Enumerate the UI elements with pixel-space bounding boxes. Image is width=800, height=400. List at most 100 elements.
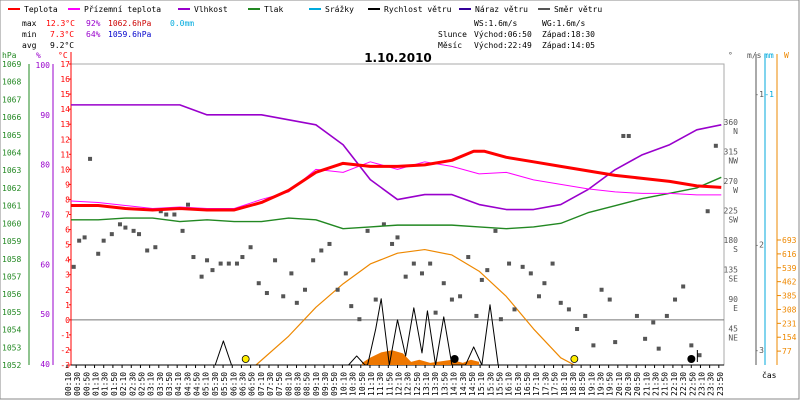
x-tick-label: 19:50 — [606, 372, 615, 396]
percent-tick-label: 50 — [40, 310, 50, 319]
wind-dir-point — [172, 212, 177, 217]
wind-speed-line — [71, 298, 722, 366]
x-tick-label: 13:50 — [440, 372, 449, 396]
hpa-tick-label: 1058 — [2, 255, 21, 264]
celsius-tick-label: 16 — [60, 75, 70, 84]
stats-block: max 12.3°C 92% 1062.6hPa 0.0mm min 7.3°C… — [22, 19, 194, 50]
legend-label: Náraz větru — [475, 5, 528, 14]
x-tick-label: 21:30 — [652, 372, 661, 396]
ms-tick-label: -1 — [754, 90, 764, 99]
mm-axis-title: mm — [764, 51, 774, 60]
wind-dir-point — [507, 261, 512, 266]
wind-gust-info: WG:1.6m/s — [542, 19, 586, 28]
axes: hPa% °C1052105310541055105610571058105910… — [2, 51, 797, 396]
x-tick-label: 00:30 — [73, 372, 82, 396]
celsius-tick-label: 8 — [65, 195, 70, 204]
wind-dir-point — [626, 133, 631, 138]
wind-dir-point — [411, 261, 416, 266]
wind-dir-point — [528, 271, 533, 276]
moonset-marker — [450, 355, 459, 363]
celsius-tick-label: 6 — [65, 226, 70, 235]
hpa-tick-label: 1055 — [2, 308, 21, 317]
wind-dir-point — [493, 228, 498, 233]
watts-tick-label: 616 — [782, 250, 797, 259]
wind-dir-point — [302, 287, 307, 292]
chart-title: 1.10.2010 — [364, 51, 432, 65]
stats-max-label: max — [22, 19, 37, 28]
x-tick-label: 09:30 — [321, 372, 330, 396]
sunrise-time: Východ:06:50 — [474, 30, 532, 39]
x-tick-label: 21:50 — [661, 372, 670, 396]
wind-dir-point — [403, 274, 408, 279]
moonrise-time: Východ:22:49 — [474, 41, 532, 50]
wind-dir-point — [343, 271, 348, 276]
wind-dir-point — [335, 287, 340, 292]
wind-sun-moon-info: WS:1.6m/s WG:1.6m/s Slunce Východ:06:50 … — [438, 19, 595, 50]
wind-dir-point — [199, 274, 204, 279]
x-tick-label: 02:30 — [128, 372, 137, 396]
wind-dir-point — [634, 313, 639, 318]
watts-tick-label: 77 — [782, 347, 792, 356]
wind-dir-tick-deg: 315 — [724, 148, 739, 157]
celsius-tick-label: -1 — [60, 331, 70, 340]
wind-dir-point — [713, 143, 718, 148]
watts-tick-label: 539 — [782, 264, 797, 273]
x-tick-label: 20:30 — [624, 372, 633, 396]
celsius-tick-label: -3 — [60, 361, 70, 370]
wind-dir-tick-name: E — [733, 304, 738, 313]
wind-dir-point — [294, 300, 299, 305]
percent-tick-label: 60 — [40, 260, 50, 269]
legend-label: Rychlost větru — [384, 5, 452, 14]
hpa-tick-label: 1052 — [2, 361, 21, 370]
x-tick-label: 06:30 — [238, 372, 247, 396]
hpa-tick-label: 1061 — [2, 202, 21, 211]
wind-dir-point — [240, 255, 245, 260]
moon-label: Měsíc — [438, 41, 462, 50]
x-tick-label: 08:50 — [303, 372, 312, 396]
x-tick-label: 09:50 — [330, 372, 339, 396]
sunrise-marker — [241, 355, 250, 363]
hpa-tick-label: 1054 — [2, 326, 21, 335]
wind-dir-tick-deg: 360 — [724, 118, 739, 127]
wind-dir-point — [390, 241, 395, 246]
wind-dir-point — [705, 209, 710, 214]
legend-label: Teplota — [24, 5, 58, 14]
wind-dir-point — [281, 294, 286, 299]
wind-dir-point — [479, 277, 484, 282]
x-tick-label: 06:10 — [229, 372, 238, 396]
wind-dir-point — [357, 317, 362, 322]
celsius-tick-label: 11 — [60, 150, 70, 159]
wind-dir-point — [466, 255, 471, 260]
x-tick-label: 15:50 — [495, 372, 504, 396]
wind-dir-point — [109, 232, 114, 237]
wind-dir-point — [558, 300, 563, 305]
x-tick-label: 14:10 — [450, 372, 459, 396]
wind-dir-point — [88, 156, 93, 161]
wind-dir-point — [185, 202, 190, 207]
legend-label: Srážky — [325, 5, 354, 14]
sunset-time: Západ:18:30 — [542, 30, 595, 39]
x-tick-label: 07:10 — [257, 372, 266, 396]
x-tick-label: 16:10 — [505, 372, 514, 396]
x-tick-label: 17:50 — [551, 372, 560, 396]
wind-dir-point — [428, 261, 433, 266]
x-tick-label: 20:10 — [615, 372, 624, 396]
x-tick-label: 03:50 — [165, 372, 174, 396]
wind-dir-point — [153, 245, 158, 250]
ms-tick-label: -3 — [754, 346, 764, 355]
sunset-marker — [570, 355, 579, 363]
x-tick-label: 00:50 — [82, 372, 91, 396]
watts-tick-label: 231 — [782, 319, 797, 328]
legend-label: Vlhkost — [194, 5, 228, 14]
x-tick-label: 16:30 — [514, 372, 523, 396]
celsius-tick-label: 3 — [65, 271, 70, 280]
hpa-tick-label: 1065 — [2, 131, 21, 140]
x-tick-label: 04:10 — [174, 372, 183, 396]
temperature-line — [71, 149, 722, 212]
pressure-line — [71, 176, 722, 230]
celsius-tick-label: -2 — [60, 346, 70, 355]
wind-dir-point — [96, 251, 101, 256]
wind-dir-point — [689, 343, 694, 348]
wind-dir-tick-deg: 180 — [724, 236, 739, 245]
